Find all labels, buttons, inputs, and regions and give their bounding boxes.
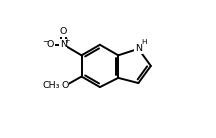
Text: H: H: [141, 39, 147, 45]
Text: −: −: [42, 39, 48, 45]
Text: +: +: [65, 38, 70, 44]
Text: O: O: [60, 27, 67, 36]
Text: O: O: [47, 40, 54, 49]
Text: CH₃: CH₃: [43, 81, 60, 90]
Text: N: N: [60, 40, 67, 49]
Text: O: O: [61, 81, 69, 90]
Text: N: N: [135, 44, 142, 53]
